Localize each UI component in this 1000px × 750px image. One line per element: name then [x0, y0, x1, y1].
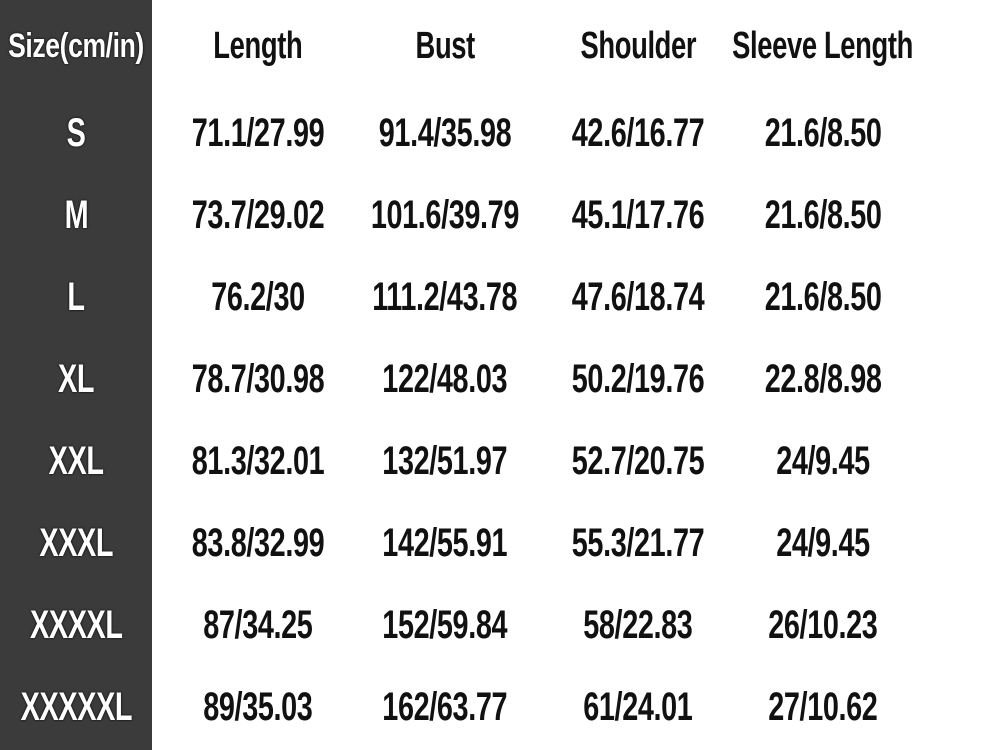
cell-bust: 142/55.91: [364, 502, 526, 584]
cell-size-text: XXXXXL: [20, 684, 132, 729]
cell-sleeve-length: 22.8/8.98: [750, 338, 896, 420]
cell-sleeve-length: 24/9.45: [750, 420, 896, 502]
cell-size: XL: [0, 338, 152, 420]
cell-size-text: XXXL: [39, 520, 113, 565]
cell-length-text: 87/34.25: [203, 602, 313, 647]
cell-length-text: 81.3/32.01: [191, 438, 325, 483]
cell-shoulder: 55.3/21.77: [526, 502, 750, 584]
cell-shoulder: 42.6/16.77: [526, 92, 750, 174]
cell-bust: 152/59.84: [364, 584, 526, 666]
cell-length-text: 89/35.03: [203, 684, 313, 729]
cell-shoulder: 47.6/18.74: [526, 256, 750, 338]
cell-sleeve-length-text: 22.8/8.98: [764, 356, 882, 401]
cell-sleeve-length-text: 24/9.45: [776, 520, 870, 565]
cell-length-text: 73.7/29.02: [191, 192, 325, 237]
cell-size: L: [0, 256, 152, 338]
cell-length: 76.2/30: [152, 256, 364, 338]
cell-bust-text: 111.2/43.78: [372, 274, 518, 319]
cell-shoulder-text: 45.1/17.76: [571, 192, 705, 237]
cell-length: 83.8/32.99: [152, 502, 364, 584]
cell-shoulder-text: 42.6/16.77: [571, 110, 705, 155]
header-shoulder: Shoulder: [526, 0, 750, 92]
cell-size: XXXL: [0, 502, 152, 584]
cell-shoulder: 58/22.83: [526, 584, 750, 666]
cell-sleeve-length-text: 24/9.45: [776, 438, 870, 483]
cell-shoulder-text: 55.3/21.77: [571, 520, 705, 565]
cell-shoulder: 61/24.01: [526, 666, 750, 748]
cell-bust-text: 122/48.03: [382, 356, 508, 401]
cell-sleeve-length: 21.6/8.50: [750, 174, 896, 256]
header-shoulder-text: Shoulder: [580, 24, 696, 67]
cell-size: M: [0, 174, 152, 256]
cell-size: XXXXXL: [0, 666, 152, 748]
cell-shoulder: 45.1/17.76: [526, 174, 750, 256]
cell-size-text: L: [67, 274, 85, 319]
header-size-text: Size(cm/in): [8, 26, 144, 65]
cell-sleeve-length: 26/10.23: [750, 584, 896, 666]
cell-sleeve-length: 21.6/8.50: [750, 92, 896, 174]
header-bust-text: Bust: [415, 24, 475, 67]
cell-size-text: XXXXL: [29, 602, 123, 647]
cell-size-text: XXL: [48, 438, 104, 483]
cell-bust-text: 152/59.84: [382, 602, 508, 647]
cell-shoulder-text: 52.7/20.75: [571, 438, 705, 483]
cell-bust-text: 132/51.97: [382, 438, 508, 483]
header-size: Size(cm/in): [0, 0, 152, 92]
cell-bust: 101.6/39.79: [364, 174, 526, 256]
cell-sleeve-length: 24/9.45: [750, 502, 896, 584]
cell-sleeve-length-text: 21.6/8.50: [764, 274, 882, 319]
cell-bust: 132/51.97: [364, 420, 526, 502]
cell-length: 89/35.03: [152, 666, 364, 748]
cell-bust-text: 101.6/39.79: [370, 192, 520, 237]
cell-bust: 111.2/43.78: [364, 256, 526, 338]
cell-length: 73.7/29.02: [152, 174, 364, 256]
cell-shoulder-text: 50.2/19.76: [571, 356, 705, 401]
cell-shoulder-text: 61/24.01: [583, 684, 693, 729]
cell-size: XXL: [0, 420, 152, 502]
cell-length-text: 76.2/30: [211, 274, 305, 319]
cell-bust: 122/48.03: [364, 338, 526, 420]
header-sleeve-length-text: Sleeve Length: [732, 24, 914, 67]
cell-sleeve-length-text: 27/10.62: [768, 684, 878, 729]
cell-sleeve-length-text: 26/10.23: [768, 602, 878, 647]
header-sleeve-length: Sleeve Length: [733, 0, 914, 92]
header-length-text: Length: [213, 24, 303, 67]
cell-length: 87/34.25: [152, 584, 364, 666]
size-column-background: [0, 0, 152, 750]
cell-length-text: 83.8/32.99: [191, 520, 325, 565]
cell-bust-text: 162/63.77: [382, 684, 508, 729]
cell-length: 71.1/27.99: [152, 92, 364, 174]
cell-size-text: S: [66, 110, 86, 155]
cell-bust: 162/63.77: [364, 666, 526, 748]
cell-bust-text: 142/55.91: [382, 520, 508, 565]
cell-shoulder-text: 58/22.83: [583, 602, 693, 647]
cell-bust-text: 91.4/35.98: [378, 110, 512, 155]
cell-size: S: [0, 92, 152, 174]
cell-sleeve-length: 27/10.62: [750, 666, 896, 748]
header-bust: Bust: [364, 0, 526, 92]
cell-sleeve-length: 21.6/8.50: [750, 256, 896, 338]
cell-size-text: XL: [57, 356, 95, 401]
cell-shoulder: 52.7/20.75: [526, 420, 750, 502]
cell-shoulder-text: 47.6/18.74: [571, 274, 705, 319]
size-chart-table: Size(cm/in) Length Bust Shoulder Sleeve Leng…: [0, 0, 914, 748]
cell-length: 78.7/30.98: [152, 338, 364, 420]
header-length: Length: [152, 0, 364, 92]
cell-size-text: M: [64, 192, 88, 237]
cell-sleeve-length-text: 21.6/8.50: [764, 192, 882, 237]
cell-length-text: 71.1/27.99: [191, 110, 325, 155]
cell-length: 81.3/32.01: [152, 420, 364, 502]
cell-shoulder: 50.2/19.76: [526, 338, 750, 420]
cell-bust: 91.4/35.98: [364, 92, 526, 174]
cell-length-text: 78.7/30.98: [191, 356, 325, 401]
cell-sleeve-length-text: 21.6/8.50: [764, 110, 882, 155]
cell-size: XXXXL: [0, 584, 152, 666]
